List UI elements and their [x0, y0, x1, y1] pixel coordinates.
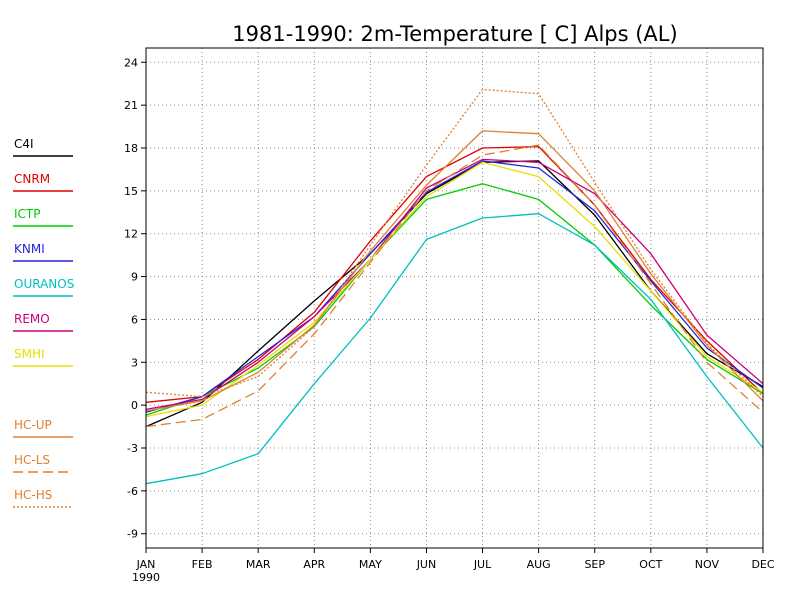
chart-title: 1981-1990: 2m-Temperature [ C] Alps (AL) — [232, 22, 677, 46]
x-tick-label: NOV — [695, 558, 720, 571]
y-tick-label: 3 — [131, 356, 138, 369]
y-tick-label: -3 — [127, 442, 138, 455]
series-line-hc-ls — [145, 144, 764, 428]
y-tick-label: 12 — [124, 228, 138, 241]
series-line-hc-hs — [145, 88, 764, 398]
x-tick-label: DEC — [751, 558, 774, 571]
series-line-ouranos — [145, 213, 764, 485]
plot-frame — [145, 47, 764, 549]
y-tick-label: -6 — [127, 485, 138, 498]
x-tick-label: SEP — [584, 558, 605, 571]
x-tick-label: MAR — [246, 558, 271, 571]
y-tick-label: 15 — [124, 185, 138, 198]
x-tick-label: APR — [303, 558, 325, 571]
x-tick-label: JUN — [416, 558, 437, 571]
y-tick-label: 18 — [124, 142, 138, 155]
y-tick-label: 9 — [131, 271, 138, 284]
axes: 24 21 18 15 12 9 6 3 0 -3 -6 -9 JAN FEB MAR APR MAY JUN JU… — [124, 56, 775, 571]
x-tick-label: AUG — [527, 558, 551, 571]
y-tick-label: 24 — [124, 56, 138, 69]
x-tick-label: JUL — [473, 558, 492, 571]
x-tick-label: MAY — [359, 558, 382, 571]
y-tick-label: 0 — [131, 399, 138, 412]
y-tick-label: 21 — [124, 99, 138, 112]
legend-label: ICTP — [14, 207, 40, 221]
series-line-c4i — [145, 160, 764, 428]
legend-label: C4I — [14, 137, 34, 151]
series-line-ictp — [145, 183, 764, 416]
series-lines — [145, 88, 764, 485]
legend-label: HC-HS — [14, 488, 52, 502]
legend-label: CNRM — [14, 172, 50, 186]
series-line-hc-up — [145, 130, 764, 412]
series-line-smhi — [145, 161, 764, 418]
legend-label: SMHI — [14, 347, 45, 361]
series-line-knmi — [145, 160, 764, 413]
grid — [146, 48, 763, 548]
legend-label: HC-UP — [14, 418, 52, 432]
y-tick-label: 6 — [131, 313, 138, 326]
legend-label: HC-LS — [14, 453, 50, 467]
legend: C4I CNRM ICTP KNMI OURANOS REMO SMHI HC-UP HC-LS… — [13, 137, 74, 508]
x-tick-label: JAN — [136, 558, 156, 571]
x-sublabel: 1990 — [132, 571, 160, 584]
x-tick-label: OCT — [639, 558, 662, 571]
legend-label: OURANOS — [14, 277, 74, 291]
legend-label: REMO — [14, 312, 50, 326]
y-tick-label: -9 — [127, 528, 138, 541]
legend-label: KNMI — [14, 242, 45, 256]
x-tick-label: FEB — [192, 558, 213, 571]
series-line-cnrm — [145, 145, 764, 403]
